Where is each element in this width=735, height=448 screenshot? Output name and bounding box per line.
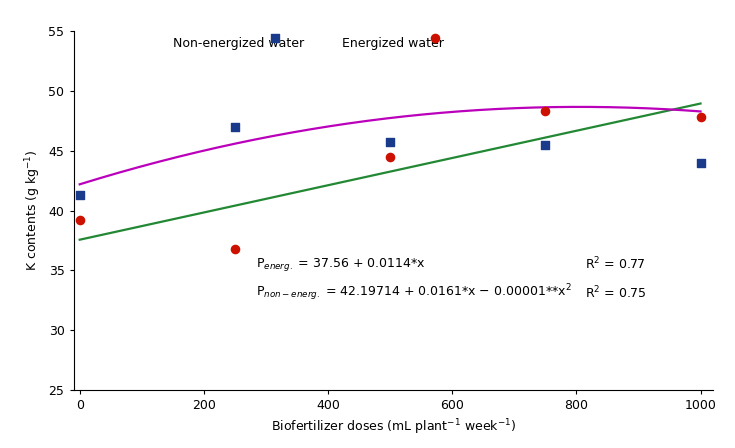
Text: P$_{energ.}$ = 37.56 + 0.0114*x: P$_{energ.}$ = 37.56 + 0.0114*x [256,256,426,273]
Text: Non-energized water: Non-energized water [173,37,304,50]
Point [229,123,241,130]
X-axis label: Biofertilizer doses (mL plant$^{-1}$ week$^{-1}$): Biofertilizer doses (mL plant$^{-1}$ wee… [270,418,516,437]
Point [384,153,396,160]
Point [539,108,551,115]
Text: R$^{2}$ = 0.77: R$^{2}$ = 0.77 [585,256,646,273]
Point [384,139,396,146]
Point [229,245,241,252]
Point [695,114,706,121]
Point [74,216,85,224]
Y-axis label: K contents (g kg$^{-1}$): K contents (g kg$^{-1}$) [24,150,43,271]
Text: Energized water: Energized water [342,37,444,50]
Text: R$^{2}$ = 0.75: R$^{2}$ = 0.75 [585,284,646,302]
Point [695,159,706,166]
Point [74,191,85,198]
Point [539,141,551,148]
Text: P$_{non-energ.}$ = 42.19714 + 0.0161*x − 0.00001**x$^{2}$: P$_{non-energ.}$ = 42.19714 + 0.0161*x −… [256,283,572,303]
